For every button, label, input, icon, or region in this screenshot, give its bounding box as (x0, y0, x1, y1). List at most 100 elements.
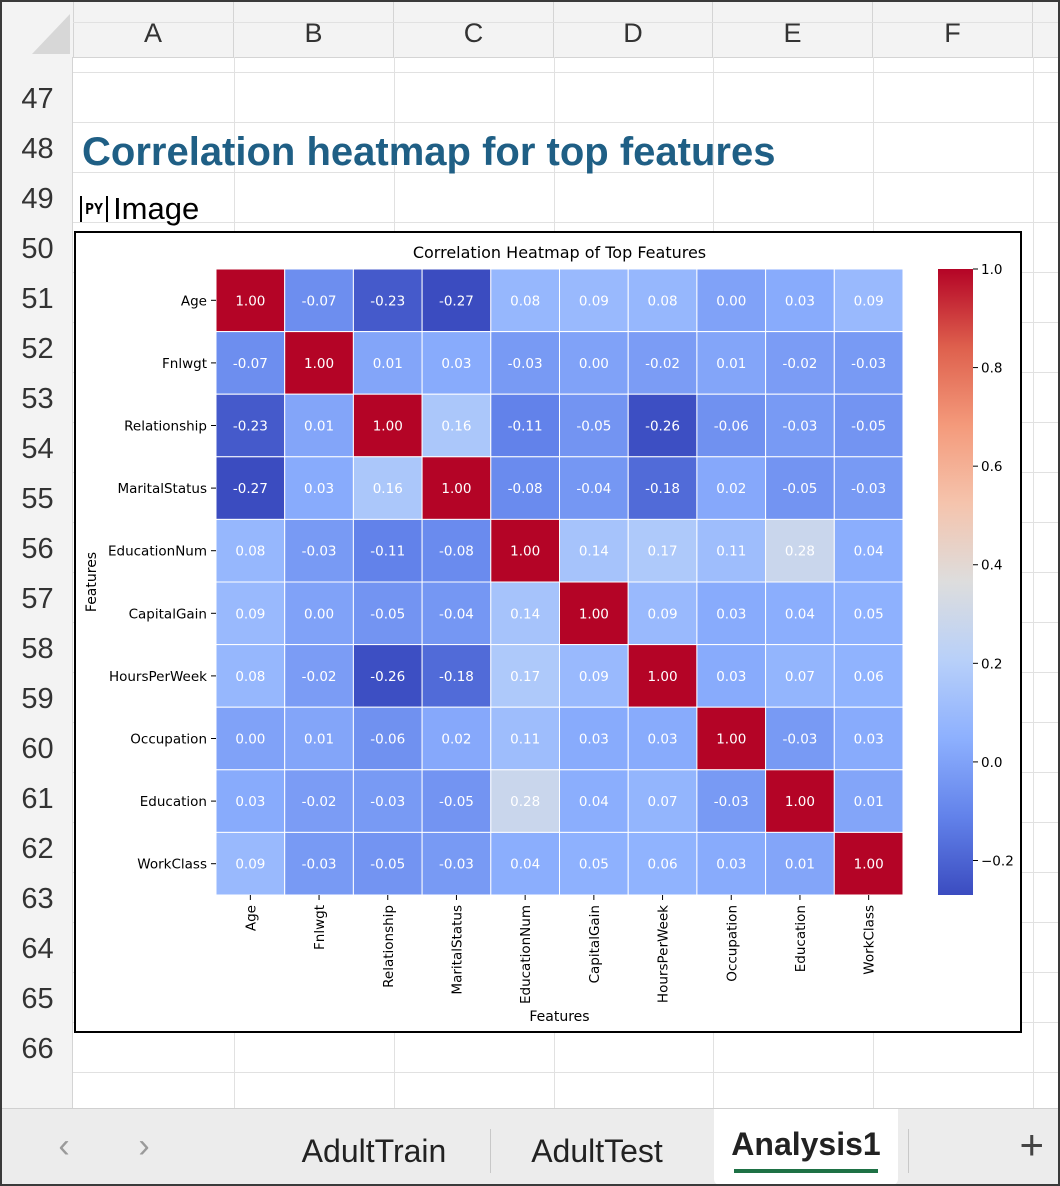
cell-value-label: 0.08 (235, 544, 265, 560)
cell-value-label: -0.11 (508, 419, 543, 435)
row-header-63[interactable]: 63 (21, 883, 54, 915)
y-tick-label: Education (140, 794, 207, 810)
column-header-c[interactable]: C (394, 2, 554, 57)
next-sheet-icon[interactable]: › (138, 1127, 150, 1165)
column-header-e[interactable]: E (713, 2, 873, 57)
prev-sheet-icon[interactable]: ‹ (58, 1127, 70, 1165)
heatmap-cell (421, 706, 492, 771)
heatmap-cell (833, 831, 904, 896)
heatmap-cell (215, 581, 286, 646)
cell-value-label: 1.00 (235, 293, 265, 309)
row-header-61[interactable]: 61 (21, 783, 54, 815)
heatmap-cell (627, 518, 698, 583)
row-header-60[interactable]: 60 (21, 733, 54, 765)
heatmap-cell (765, 769, 835, 833)
heatmap-cell (833, 581, 904, 646)
column-header-a[interactable]: A (73, 2, 234, 57)
cell-value-label: -0.23 (370, 293, 405, 309)
heatmap-cell (352, 518, 423, 583)
cell-value-label: 0.02 (716, 481, 746, 497)
row-header-54[interactable]: 54 (21, 433, 54, 465)
cell-value-label: 1.00 (441, 481, 471, 497)
add-sheet-button[interactable]: + (1019, 1121, 1044, 1168)
heatmap-cell (627, 769, 698, 833)
colorbar-tick-label: 0.2 (981, 656, 1002, 672)
section-title[interactable]: Correlation heatmap for top features (82, 130, 776, 174)
row-header-50[interactable]: 50 (21, 233, 54, 265)
heatmap-cell (421, 268, 492, 333)
tab-adulttrain[interactable]: AdultTrain (301, 1133, 447, 1169)
heatmap-cell (627, 393, 698, 458)
row-header-64[interactable]: 64 (21, 933, 54, 965)
row-header-62[interactable]: 62 (21, 833, 54, 865)
tab-separator (908, 1129, 909, 1173)
chart-title: Correlation Heatmap of Top Features (413, 243, 706, 262)
heatmap-cell (284, 644, 354, 708)
cell-value-label: -0.26 (645, 419, 680, 435)
cell-value-label: 0.04 (785, 606, 815, 622)
heatmap-cell (696, 831, 767, 896)
sheet-tab-bar: ‹ › AdultTrain AdultTest Analysis1 + (2, 1108, 1058, 1184)
select-all-corner[interactable] (2, 2, 74, 57)
row-header-66[interactable]: 66 (21, 1033, 54, 1065)
row-header-56[interactable]: 56 (21, 533, 54, 565)
row-header-49[interactable]: 49 (21, 183, 54, 215)
tab-separator (490, 1129, 491, 1173)
heatmap-cell (421, 456, 492, 520)
column-header-b[interactable]: B (234, 2, 394, 57)
heatmap-cell (696, 644, 767, 708)
row-header-65[interactable]: 65 (21, 983, 54, 1015)
cell-value-label: 0.03 (854, 732, 884, 748)
cell-value-label: -0.26 (370, 669, 405, 685)
heatmap-cell (627, 706, 698, 771)
heatmap-cell (421, 581, 492, 646)
x-tick-label: Occupation (724, 905, 740, 982)
colorbar-tick-label: 0.4 (981, 558, 1002, 574)
cell-value-label: 0.06 (854, 669, 884, 685)
row-header-58[interactable]: 58 (21, 633, 54, 665)
heatmap-image[interactable]: Correlation Heatmap of Top Features 1.00 -… (74, 231, 1022, 1033)
cell-value-label: -0.05 (782, 481, 817, 497)
row-header-52[interactable]: 52 (21, 333, 54, 365)
cell-value-label: 0.05 (579, 857, 609, 873)
python-cell[interactable]: PY Image (80, 191, 199, 227)
y-tick-label: Relationship (124, 419, 207, 435)
heatmap-cell (352, 268, 423, 333)
cell-value-label: 0.04 (579, 794, 609, 810)
heatmap-svg: Correlation Heatmap of Top Features 1.00 -… (84, 243, 1014, 1025)
row-header-47[interactable]: 47 (21, 83, 54, 115)
cell-value-label: 0.03 (441, 356, 471, 372)
row-header-55[interactable]: 55 (21, 483, 54, 515)
cell-value-label: 0.09 (648, 606, 678, 622)
row-gridline (73, 72, 1058, 73)
active-tab-indicator (734, 1169, 878, 1173)
cell-value-label: 0.01 (373, 356, 403, 372)
heatmap-cell (352, 393, 423, 458)
cell-value-label: -0.03 (851, 356, 886, 372)
cell-value-label: 0.14 (579, 544, 609, 560)
x-tick-label: CapitalGain (587, 905, 603, 983)
y-tick-label: MaritalStatus (117, 481, 207, 497)
column-header-f[interactable]: F (873, 2, 1033, 57)
heatmap-cell (696, 393, 767, 458)
cell-value-label: 0.09 (235, 606, 265, 622)
x-tick-label: MaritalStatus (449, 905, 465, 995)
row-header-57[interactable]: 57 (21, 583, 54, 615)
row-header-59[interactable]: 59 (21, 683, 54, 715)
column-header-d[interactable]: D (554, 2, 713, 57)
python-cell-label: Image (113, 191, 200, 226)
tab-analysis1[interactable]: Analysis1 (714, 1109, 898, 1184)
row-header-51[interactable]: 51 (21, 283, 54, 315)
y-tick-label: Occupation (130, 732, 207, 748)
cell-value-label: 0.16 (373, 481, 403, 497)
x-tick-label: Fnlwgt (312, 905, 328, 950)
cell-value-label: 1.00 (304, 356, 334, 372)
row-header-53[interactable]: 53 (21, 383, 54, 415)
heatmap-cell (559, 393, 629, 458)
cell-value-label: 0.03 (785, 293, 815, 309)
y-tick-label: CapitalGain (129, 606, 207, 622)
tab-adulttest[interactable]: AdultTest (531, 1133, 663, 1169)
row-header-48[interactable]: 48 (21, 133, 54, 165)
cell-value-label: -0.07 (233, 356, 268, 372)
